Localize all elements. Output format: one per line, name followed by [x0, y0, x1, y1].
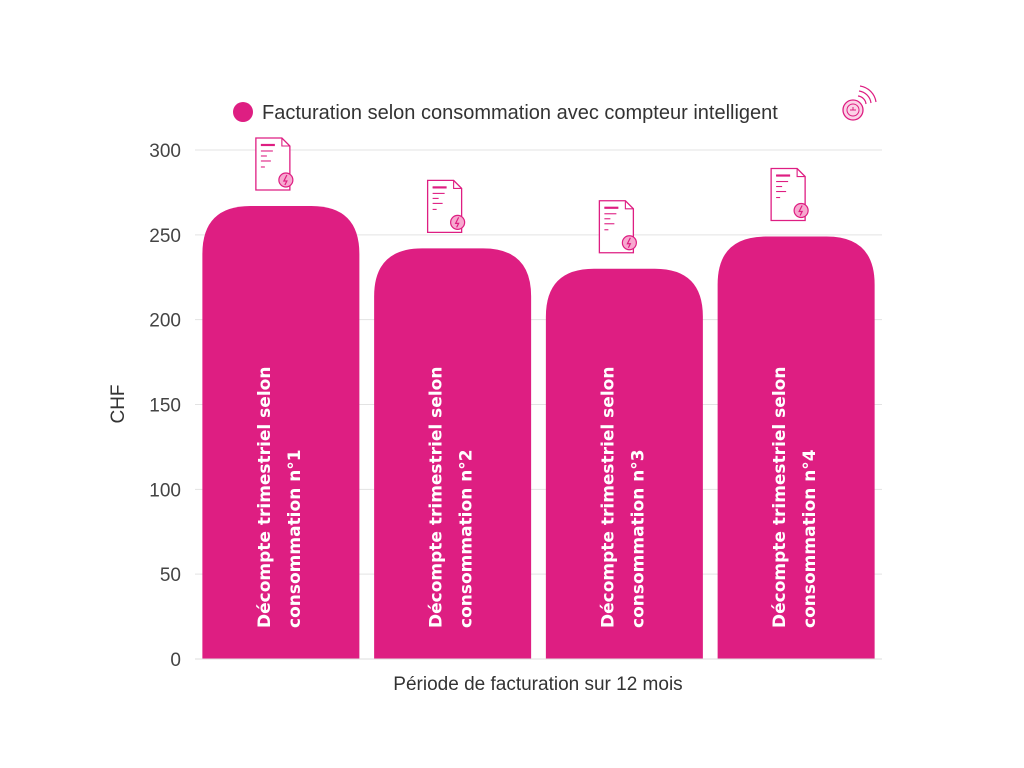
invoice-document-icon: [598, 200, 637, 254]
bar: [374, 248, 532, 659]
bar-label-line: Décompte trimestriel selon: [255, 367, 275, 628]
bar-labels: Décompte trimestriel selon consommation n…: [255, 367, 820, 628]
legend-label: Facturation selon consommation avec comp…: [262, 102, 778, 124]
y-tick-label: 0: [170, 650, 181, 671]
y-axis-title: CHF: [108, 384, 129, 423]
invoice-document-icon: [770, 167, 809, 222]
bar: [545, 268, 703, 659]
bar-label-line: Décompte trimestriel selon: [598, 367, 618, 628]
legend: Facturation selon consommation avec comp…: [233, 85, 877, 124]
y-tick-label: 300: [149, 141, 181, 162]
x-axis-title: Période de facturation sur 12 mois: [393, 674, 682, 695]
invoice-document-icon: [426, 179, 466, 234]
bar: [717, 236, 875, 659]
legend-marker: [233, 102, 253, 122]
bar-label-line: Décompte trimestriel selon: [427, 367, 447, 628]
bar-label-line: consommation n°1: [285, 449, 305, 628]
y-tick-label: 150: [149, 396, 181, 417]
invoice-document-icon: [255, 137, 294, 191]
bar-label-line: consommation n°2: [457, 449, 477, 628]
bar-label-line: consommation n°3: [628, 449, 648, 628]
y-tick-label: 200: [149, 311, 181, 332]
bar: [202, 205, 360, 660]
y-tick-label: 250: [149, 226, 181, 247]
bar-label-line: Décompte trimestriel selon: [770, 367, 790, 628]
y-axis-ticks: 0 50 100 150 200 250 300: [149, 141, 181, 671]
smart-meter-icon: [842, 85, 877, 121]
bar-label-line: consommation n°4: [800, 449, 820, 628]
y-tick-label: 50: [160, 565, 181, 586]
bar-icons: [255, 137, 809, 254]
bars: [202, 205, 875, 660]
y-tick-label: 100: [149, 480, 181, 501]
